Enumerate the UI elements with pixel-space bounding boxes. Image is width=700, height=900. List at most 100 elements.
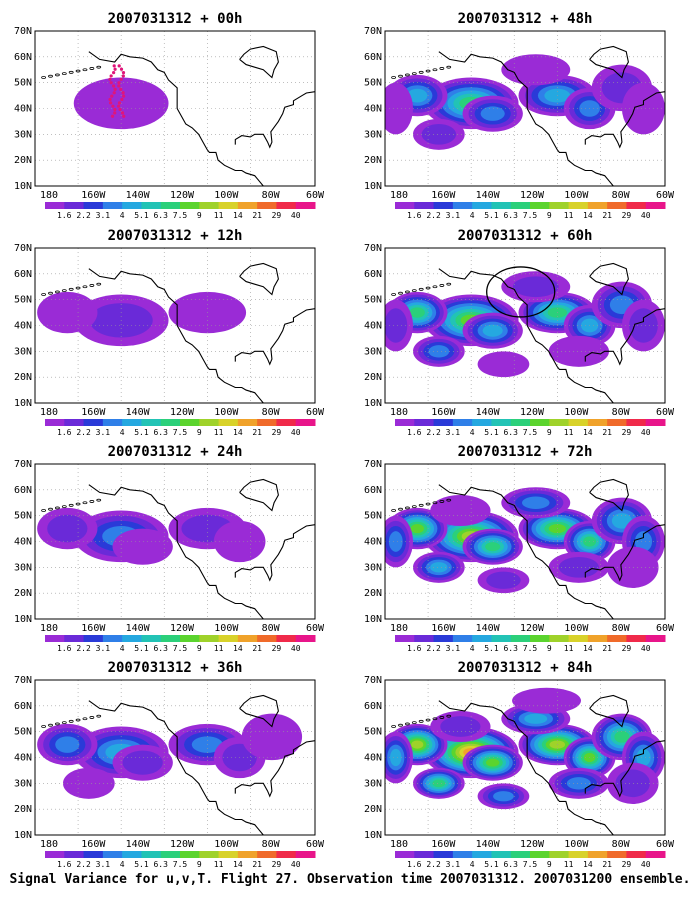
colorbar-swatch bbox=[45, 635, 65, 642]
coastline-path bbox=[438, 700, 614, 835]
coastline-path bbox=[88, 268, 264, 403]
flight-track-point bbox=[122, 94, 126, 98]
lat-tick-label: 20N bbox=[364, 155, 382, 166]
flight-track-point bbox=[117, 84, 121, 88]
lat-tick-label: 50N bbox=[364, 295, 382, 306]
colorbar-swatch bbox=[433, 202, 454, 209]
lon-tick-label: 60W bbox=[306, 623, 325, 634]
island bbox=[61, 72, 67, 76]
colorbar-label: 4 bbox=[470, 211, 475, 220]
flight-track-point bbox=[109, 81, 113, 85]
lat-tick-label: 60N bbox=[364, 269, 382, 280]
island bbox=[96, 65, 102, 69]
map-frame bbox=[34, 30, 316, 187]
island bbox=[41, 509, 47, 512]
island bbox=[75, 69, 81, 73]
variance-contour bbox=[493, 791, 514, 802]
colorbar-label: 6.3 bbox=[503, 644, 518, 653]
colorbar-label: 7.5 bbox=[173, 211, 188, 220]
colorbar-label: 5.1 bbox=[134, 211, 149, 220]
lon-tick-label: 60W bbox=[306, 190, 325, 201]
island bbox=[75, 502, 81, 506]
panel-title: 2007031312 + 12h bbox=[108, 228, 243, 244]
island bbox=[55, 290, 60, 294]
lat-tick-label: 60N bbox=[364, 485, 382, 496]
coastline-path bbox=[438, 51, 614, 186]
island bbox=[48, 507, 53, 511]
colorbar-label: 40 bbox=[291, 860, 301, 869]
colorbar-label: 9 bbox=[197, 860, 202, 869]
colorbar-label: 40 bbox=[641, 428, 651, 437]
variance-contour bbox=[521, 496, 550, 509]
lat-tick-label: 30N bbox=[14, 129, 32, 140]
colorbar-swatch bbox=[530, 851, 550, 858]
colorbar-swatch bbox=[626, 419, 647, 426]
variance-contour bbox=[411, 740, 424, 749]
flight-track-point bbox=[117, 81, 121, 85]
panel-title: 2007031312 + 48h bbox=[458, 11, 593, 27]
lon-tick-label: 140W bbox=[476, 839, 501, 850]
colorbar-label: 3.1 bbox=[96, 644, 111, 653]
island bbox=[75, 718, 81, 722]
lat-tick-label: 60N bbox=[364, 701, 382, 712]
island bbox=[411, 721, 417, 725]
lat-tick-label: 60N bbox=[14, 485, 32, 496]
colorbar-swatch bbox=[414, 635, 435, 642]
flight-track-point bbox=[122, 114, 126, 118]
lat-tick-label: 70N bbox=[14, 26, 32, 37]
colorbar-label: 6.3 bbox=[153, 860, 168, 869]
lon-tick-label: 120W bbox=[170, 839, 195, 850]
colorbar-swatch bbox=[395, 635, 415, 642]
island bbox=[61, 505, 67, 509]
lon-tick-label: 120W bbox=[520, 190, 545, 201]
flight-track-point bbox=[110, 94, 114, 98]
lon-tick-label: 140W bbox=[476, 190, 501, 201]
colorbar-swatch bbox=[414, 851, 435, 858]
lat-tick-label: 10N bbox=[14, 830, 32, 841]
colorbar-label: 9 bbox=[547, 211, 552, 220]
colorbar-swatch bbox=[295, 202, 316, 209]
lat-tick-label: 60N bbox=[14, 269, 32, 280]
coastline bbox=[391, 478, 665, 619]
colorbar-swatch bbox=[472, 419, 492, 426]
lat-tick-label: 50N bbox=[364, 78, 382, 89]
island bbox=[398, 507, 403, 511]
lat-tick-label: 10N bbox=[364, 398, 382, 409]
lon-tick-label: 60W bbox=[656, 623, 675, 634]
lon-tick-label: 100W bbox=[214, 839, 239, 850]
island bbox=[68, 287, 74, 291]
colorbar-label: 14 bbox=[233, 644, 243, 653]
colorbar-label: 3.1 bbox=[96, 860, 111, 869]
map-frame bbox=[384, 30, 666, 187]
lon-tick-label: 120W bbox=[520, 407, 545, 418]
variance-field bbox=[385, 487, 665, 594]
colorbar-swatch bbox=[276, 851, 297, 858]
colorbar-swatch bbox=[452, 635, 473, 642]
lat-tick-label: 70N bbox=[14, 459, 32, 470]
colorbar-swatch bbox=[141, 202, 162, 209]
island bbox=[446, 714, 452, 718]
coastline-path bbox=[589, 45, 629, 79]
colorbar-label: 2.2 bbox=[426, 428, 441, 437]
map-panel: 2007031312 + 72h 10N 20N 30N 40N 50N 60N 70N 180… bbox=[364, 444, 675, 653]
colorbar-swatch bbox=[645, 202, 666, 209]
island bbox=[446, 498, 452, 502]
lon-tick-label: 100W bbox=[214, 190, 239, 201]
coastline bbox=[391, 45, 665, 186]
island bbox=[398, 74, 403, 78]
colorbar-label: 3.1 bbox=[446, 211, 461, 220]
lon-tick-label: 100W bbox=[564, 839, 589, 850]
colorbar-label: 9 bbox=[547, 860, 552, 869]
lon-tick-label: 80W bbox=[262, 623, 281, 634]
colorbar-swatch bbox=[45, 419, 65, 426]
colorbar-label: 11 bbox=[564, 644, 574, 653]
colorbar-swatch bbox=[452, 202, 473, 209]
colorbar-label: 6.3 bbox=[503, 428, 518, 437]
variance-contour bbox=[614, 731, 630, 743]
colorbar: 1.6 2.2 3.1 4 5.1 6.3 7.5 9 11 14 21 29 40 bbox=[395, 635, 666, 653]
colorbar-label: 1.6 bbox=[407, 860, 422, 869]
colorbar-swatch bbox=[83, 419, 104, 426]
colorbar-label: 2.2 bbox=[426, 211, 441, 220]
variance-contour bbox=[482, 324, 503, 337]
colorbar-label: 2.2 bbox=[76, 860, 91, 869]
